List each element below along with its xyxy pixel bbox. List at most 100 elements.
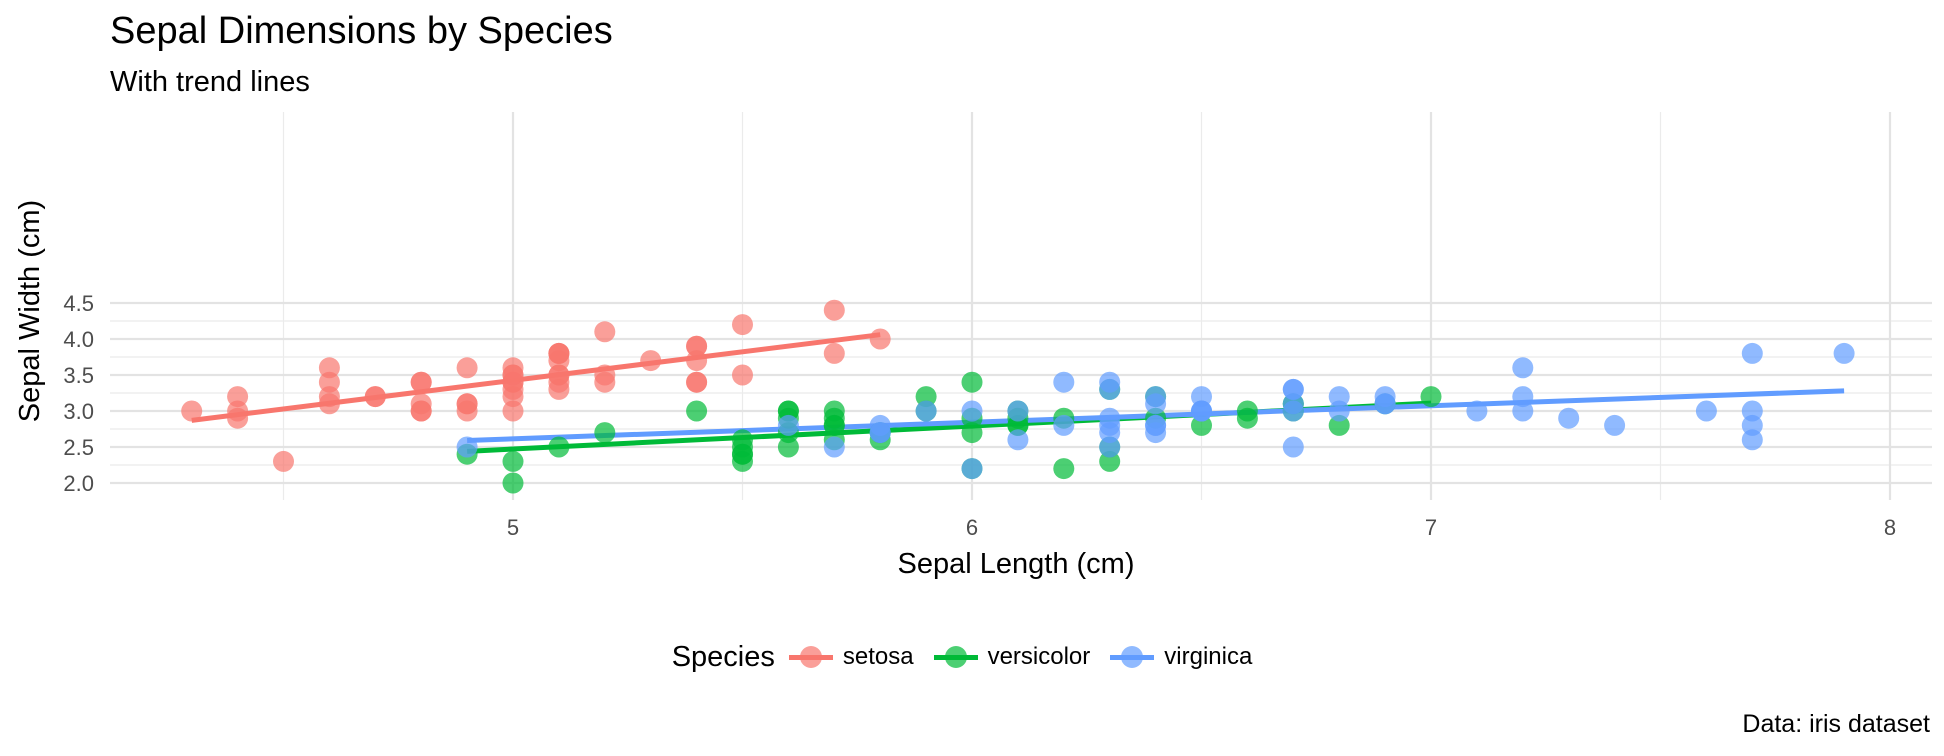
legend-item-setosa: setosa bbox=[788, 643, 914, 671]
point-versicolor bbox=[961, 371, 983, 393]
axis-ticks: 5 6 7 8 2.0 2.5 3.0 3.5 4.0 4.5 bbox=[63, 291, 1896, 540]
point-virginica bbox=[1512, 400, 1534, 422]
point-versicolor bbox=[548, 436, 570, 458]
point-virginica bbox=[1053, 414, 1075, 436]
point-setosa bbox=[594, 321, 616, 343]
point-virginica bbox=[915, 400, 937, 422]
point-versicolor bbox=[686, 400, 708, 422]
point-versicolor bbox=[777, 400, 799, 422]
point-virginica bbox=[1099, 436, 1121, 458]
point-virginica bbox=[1374, 393, 1396, 415]
legend: Species setosa versicolor virginica bbox=[0, 637, 1944, 677]
point-virginica bbox=[777, 414, 799, 436]
point-versicolor bbox=[502, 450, 524, 472]
x-tick-label: 5 bbox=[507, 515, 519, 540]
point-versicolor bbox=[915, 386, 937, 408]
point-virginica bbox=[1466, 400, 1488, 422]
point-versicolor bbox=[594, 422, 616, 444]
point-setosa bbox=[502, 364, 524, 386]
point-virginica bbox=[1007, 400, 1029, 422]
point-virginica bbox=[1191, 386, 1212, 408]
point-virginica bbox=[823, 436, 845, 458]
point-virginica bbox=[1741, 400, 1763, 422]
point-setosa bbox=[318, 357, 340, 379]
legend-label: versicolor bbox=[987, 643, 1091, 670]
point-virginica bbox=[1191, 400, 1212, 422]
data-points bbox=[181, 299, 1855, 494]
point-setosa bbox=[364, 386, 386, 408]
legend-key-setosa bbox=[788, 643, 833, 671]
y-tick-label: 4.5 bbox=[63, 291, 94, 316]
point-setosa bbox=[502, 378, 524, 400]
point-virginica bbox=[1099, 414, 1121, 436]
point-versicolor bbox=[1420, 386, 1442, 408]
point-versicolor bbox=[1191, 414, 1212, 436]
point-virginica bbox=[1328, 400, 1350, 422]
point-setosa bbox=[869, 328, 891, 350]
point-setosa bbox=[823, 299, 845, 321]
point-setosa bbox=[227, 386, 249, 408]
legend-title: Species bbox=[671, 640, 775, 673]
point-versicolor bbox=[1007, 414, 1029, 436]
point-setosa bbox=[640, 350, 662, 372]
y-tick-label: 3.5 bbox=[63, 363, 94, 388]
point-virginica bbox=[1558, 407, 1580, 429]
legend-key-virginica bbox=[1110, 643, 1155, 671]
point-versicolor bbox=[777, 436, 799, 458]
point-versicolor bbox=[823, 414, 845, 436]
point-setosa bbox=[456, 357, 478, 379]
point-setosa bbox=[732, 314, 753, 336]
point-virginica bbox=[1512, 357, 1534, 379]
grid-lines bbox=[110, 112, 1932, 500]
point-virginica bbox=[1099, 371, 1121, 393]
point-versicolor bbox=[961, 422, 983, 444]
point-virginica bbox=[1833, 342, 1855, 364]
point-versicolor bbox=[1099, 450, 1121, 472]
y-tick-label: 2.0 bbox=[63, 471, 94, 496]
point-versicolor bbox=[732, 429, 753, 451]
legend-item-versicolor: versicolor bbox=[933, 643, 1091, 671]
point-virginica bbox=[1741, 429, 1763, 451]
x-tick-label: 6 bbox=[966, 515, 978, 540]
point-virginica bbox=[1282, 378, 1304, 400]
x-axis-label: Sepal Length (cm) bbox=[898, 548, 1135, 580]
point-virginica bbox=[1604, 414, 1626, 436]
point-versicolor bbox=[1236, 400, 1258, 422]
point-virginica bbox=[1282, 400, 1304, 422]
point-setosa bbox=[548, 342, 570, 364]
point-virginica bbox=[1282, 436, 1304, 458]
point-setosa bbox=[318, 386, 340, 408]
point-setosa bbox=[502, 400, 524, 422]
point-virginica bbox=[1741, 342, 1763, 364]
point-setosa bbox=[594, 371, 616, 393]
point-versicolor bbox=[1053, 458, 1075, 480]
trend-line-setosa bbox=[191, 332, 881, 423]
legend-label: setosa bbox=[842, 643, 914, 670]
point-virginica bbox=[1695, 400, 1717, 422]
point-setosa bbox=[686, 350, 708, 372]
chart-title: Sepal Dimensions by Species bbox=[110, 10, 613, 52]
point-setosa bbox=[456, 393, 478, 415]
point-setosa bbox=[823, 342, 845, 364]
point-virginica bbox=[961, 400, 983, 422]
point-virginica bbox=[869, 422, 891, 444]
x-tick-label: 8 bbox=[1884, 515, 1896, 540]
y-tick-label: 3.0 bbox=[63, 399, 94, 424]
point-versicolor bbox=[1328, 414, 1350, 436]
point-setosa bbox=[273, 450, 294, 472]
point-virginica bbox=[961, 458, 983, 480]
point-setosa bbox=[686, 335, 708, 357]
point-setosa bbox=[181, 400, 203, 422]
legend-item-virginica: virginica bbox=[1110, 643, 1252, 671]
point-setosa bbox=[410, 400, 432, 422]
point-setosa bbox=[227, 400, 249, 422]
chart-subtitle: With trend lines bbox=[110, 66, 310, 98]
x-tick-label: 7 bbox=[1425, 515, 1437, 540]
point-virginica bbox=[1145, 393, 1167, 415]
point-virginica bbox=[1328, 386, 1350, 408]
point-virginica bbox=[1007, 429, 1029, 451]
y-tick-label: 4.0 bbox=[63, 327, 94, 352]
point-setosa bbox=[318, 371, 340, 393]
point-versicolor bbox=[502, 472, 524, 494]
